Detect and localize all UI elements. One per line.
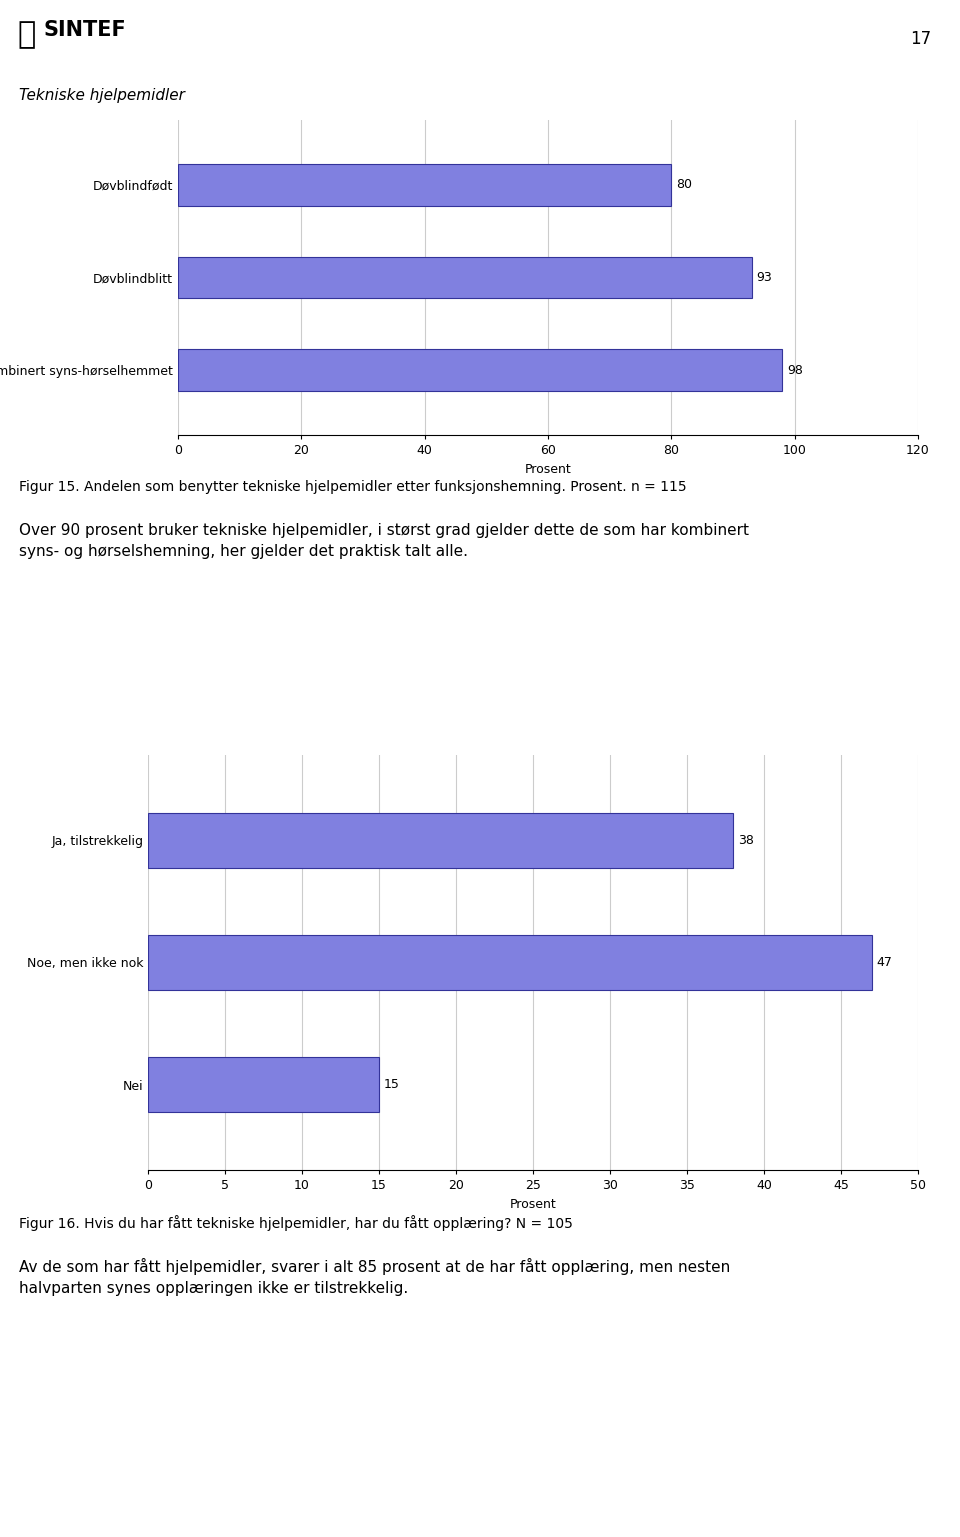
Bar bbox=[148, 934, 872, 990]
Text: SINTEF: SINTEF bbox=[43, 20, 126, 40]
Text: Av de som har fått hjelpemidler, svarer i alt 85 prosent at de har fått opplærin: Av de som har fått hjelpemidler, svarer … bbox=[19, 1257, 731, 1296]
Text: 17: 17 bbox=[910, 31, 931, 48]
Text: 80: 80 bbox=[676, 178, 692, 191]
Text: Figur 16. Hvis du har fått tekniske hjelpemidler, har du fått opplæring? N = 105: Figur 16. Hvis du har fått tekniske hjel… bbox=[19, 1216, 573, 1231]
Bar bbox=[148, 813, 733, 868]
Text: 47: 47 bbox=[876, 956, 892, 968]
Text: Ⓢ: Ⓢ bbox=[17, 20, 36, 49]
X-axis label: Prosent: Prosent bbox=[524, 463, 571, 475]
Text: Tekniske hjelpemidler: Tekniske hjelpemidler bbox=[19, 88, 185, 103]
Text: Over 90 prosent bruker tekniske hjelpemidler, i størst grad gjelder dette de som: Over 90 prosent bruker tekniske hjelpemi… bbox=[19, 523, 749, 559]
Text: Figur 15. Andelen som benytter tekniske hjelpemidler etter funksjonshemning. Pro: Figur 15. Andelen som benytter tekniske … bbox=[19, 480, 686, 493]
Text: 38: 38 bbox=[738, 835, 754, 847]
Bar bbox=[178, 349, 782, 390]
Bar bbox=[148, 1057, 379, 1113]
Text: 93: 93 bbox=[756, 271, 772, 284]
Text: 15: 15 bbox=[384, 1077, 399, 1091]
Bar bbox=[178, 164, 671, 206]
Bar bbox=[178, 257, 752, 298]
Text: 98: 98 bbox=[787, 364, 804, 377]
X-axis label: Prosent: Prosent bbox=[510, 1197, 557, 1211]
